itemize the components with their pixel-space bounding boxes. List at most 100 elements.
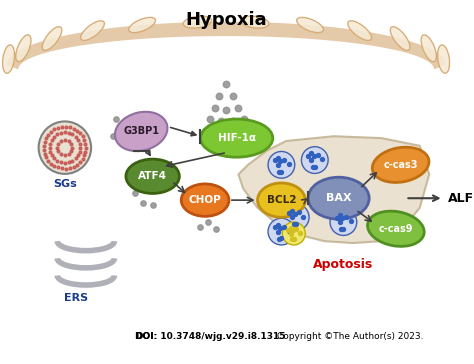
Point xyxy=(204,219,212,225)
Point xyxy=(45,132,52,138)
Point xyxy=(62,166,70,171)
Text: CHOP: CHOP xyxy=(189,195,221,205)
Ellipse shape xyxy=(283,222,305,245)
Point xyxy=(274,155,282,161)
Point xyxy=(336,219,344,225)
Point xyxy=(50,134,58,140)
Ellipse shape xyxy=(308,177,369,219)
Ellipse shape xyxy=(390,27,410,51)
Point xyxy=(333,215,340,221)
Ellipse shape xyxy=(2,45,15,73)
Point xyxy=(278,169,285,175)
Ellipse shape xyxy=(115,112,167,151)
Point xyxy=(307,157,315,163)
Point xyxy=(288,237,296,242)
Point xyxy=(292,221,300,227)
Point xyxy=(310,154,318,159)
Text: DOI:: DOI: xyxy=(136,332,158,341)
Point xyxy=(300,214,307,219)
Text: G3BP1: G3BP1 xyxy=(123,126,159,136)
Ellipse shape xyxy=(129,17,155,33)
Ellipse shape xyxy=(240,16,269,28)
Point xyxy=(281,157,288,163)
Point xyxy=(69,158,76,164)
Point xyxy=(68,149,75,154)
Point xyxy=(65,138,73,144)
Point xyxy=(81,137,88,143)
Point xyxy=(277,225,284,231)
Point xyxy=(73,128,81,134)
Text: BCL2: BCL2 xyxy=(267,195,296,205)
Point xyxy=(291,211,299,217)
Point xyxy=(41,151,48,157)
Point xyxy=(292,226,300,232)
Point xyxy=(288,214,296,220)
Point xyxy=(61,160,69,166)
Text: ERS: ERS xyxy=(64,293,88,303)
Point xyxy=(65,159,73,165)
Text: HIF-1α: HIF-1α xyxy=(218,133,255,143)
Ellipse shape xyxy=(301,147,328,173)
Text: DOI: 10.3748/wjg.v29.i8.1315: DOI: 10.3748/wjg.v29.i8.1315 xyxy=(136,332,286,341)
Point xyxy=(62,124,70,130)
Point xyxy=(304,153,312,158)
Point xyxy=(54,145,61,151)
Point xyxy=(289,208,296,214)
Point xyxy=(271,224,278,230)
Point xyxy=(42,154,50,160)
Text: BAX: BAX xyxy=(326,193,351,203)
Point xyxy=(45,158,52,163)
Ellipse shape xyxy=(81,21,104,40)
Point xyxy=(47,161,55,166)
Point xyxy=(276,169,283,175)
Point xyxy=(81,153,88,158)
Point xyxy=(46,149,54,155)
Point xyxy=(82,141,89,147)
Point xyxy=(347,218,355,224)
Text: Apotosis: Apotosis xyxy=(313,258,374,270)
Point xyxy=(285,161,293,167)
Point xyxy=(197,224,204,230)
Point xyxy=(149,202,156,208)
Point xyxy=(57,130,65,136)
Point xyxy=(218,118,225,124)
Point xyxy=(50,155,58,161)
Point xyxy=(65,130,73,136)
Point xyxy=(72,155,80,161)
Point xyxy=(70,164,77,170)
Point xyxy=(285,210,293,216)
Point xyxy=(57,151,65,157)
Ellipse shape xyxy=(283,204,309,231)
Point xyxy=(276,236,283,241)
Point xyxy=(314,152,321,158)
Point xyxy=(76,141,83,147)
Ellipse shape xyxy=(372,147,429,182)
Point xyxy=(343,214,350,220)
Point xyxy=(73,162,81,168)
Point xyxy=(74,137,82,143)
Point xyxy=(58,124,66,130)
Point xyxy=(336,213,344,218)
Ellipse shape xyxy=(330,209,357,236)
Ellipse shape xyxy=(438,45,449,73)
Point xyxy=(109,133,116,139)
Ellipse shape xyxy=(39,122,91,174)
Point xyxy=(79,133,86,139)
Text: Hypoxia: Hypoxia xyxy=(185,11,267,29)
Point xyxy=(289,228,297,233)
Ellipse shape xyxy=(16,35,31,62)
Point xyxy=(76,159,84,165)
Point xyxy=(309,164,317,170)
Point xyxy=(284,227,292,233)
Point xyxy=(139,200,147,206)
Point xyxy=(113,116,120,122)
Point xyxy=(70,126,77,131)
Point xyxy=(69,131,76,137)
Ellipse shape xyxy=(268,151,295,178)
Point xyxy=(234,105,241,111)
Point xyxy=(55,149,62,154)
Point xyxy=(222,81,230,87)
Text: ALF: ALF xyxy=(448,192,474,205)
Point xyxy=(211,105,219,111)
Point xyxy=(51,127,58,132)
